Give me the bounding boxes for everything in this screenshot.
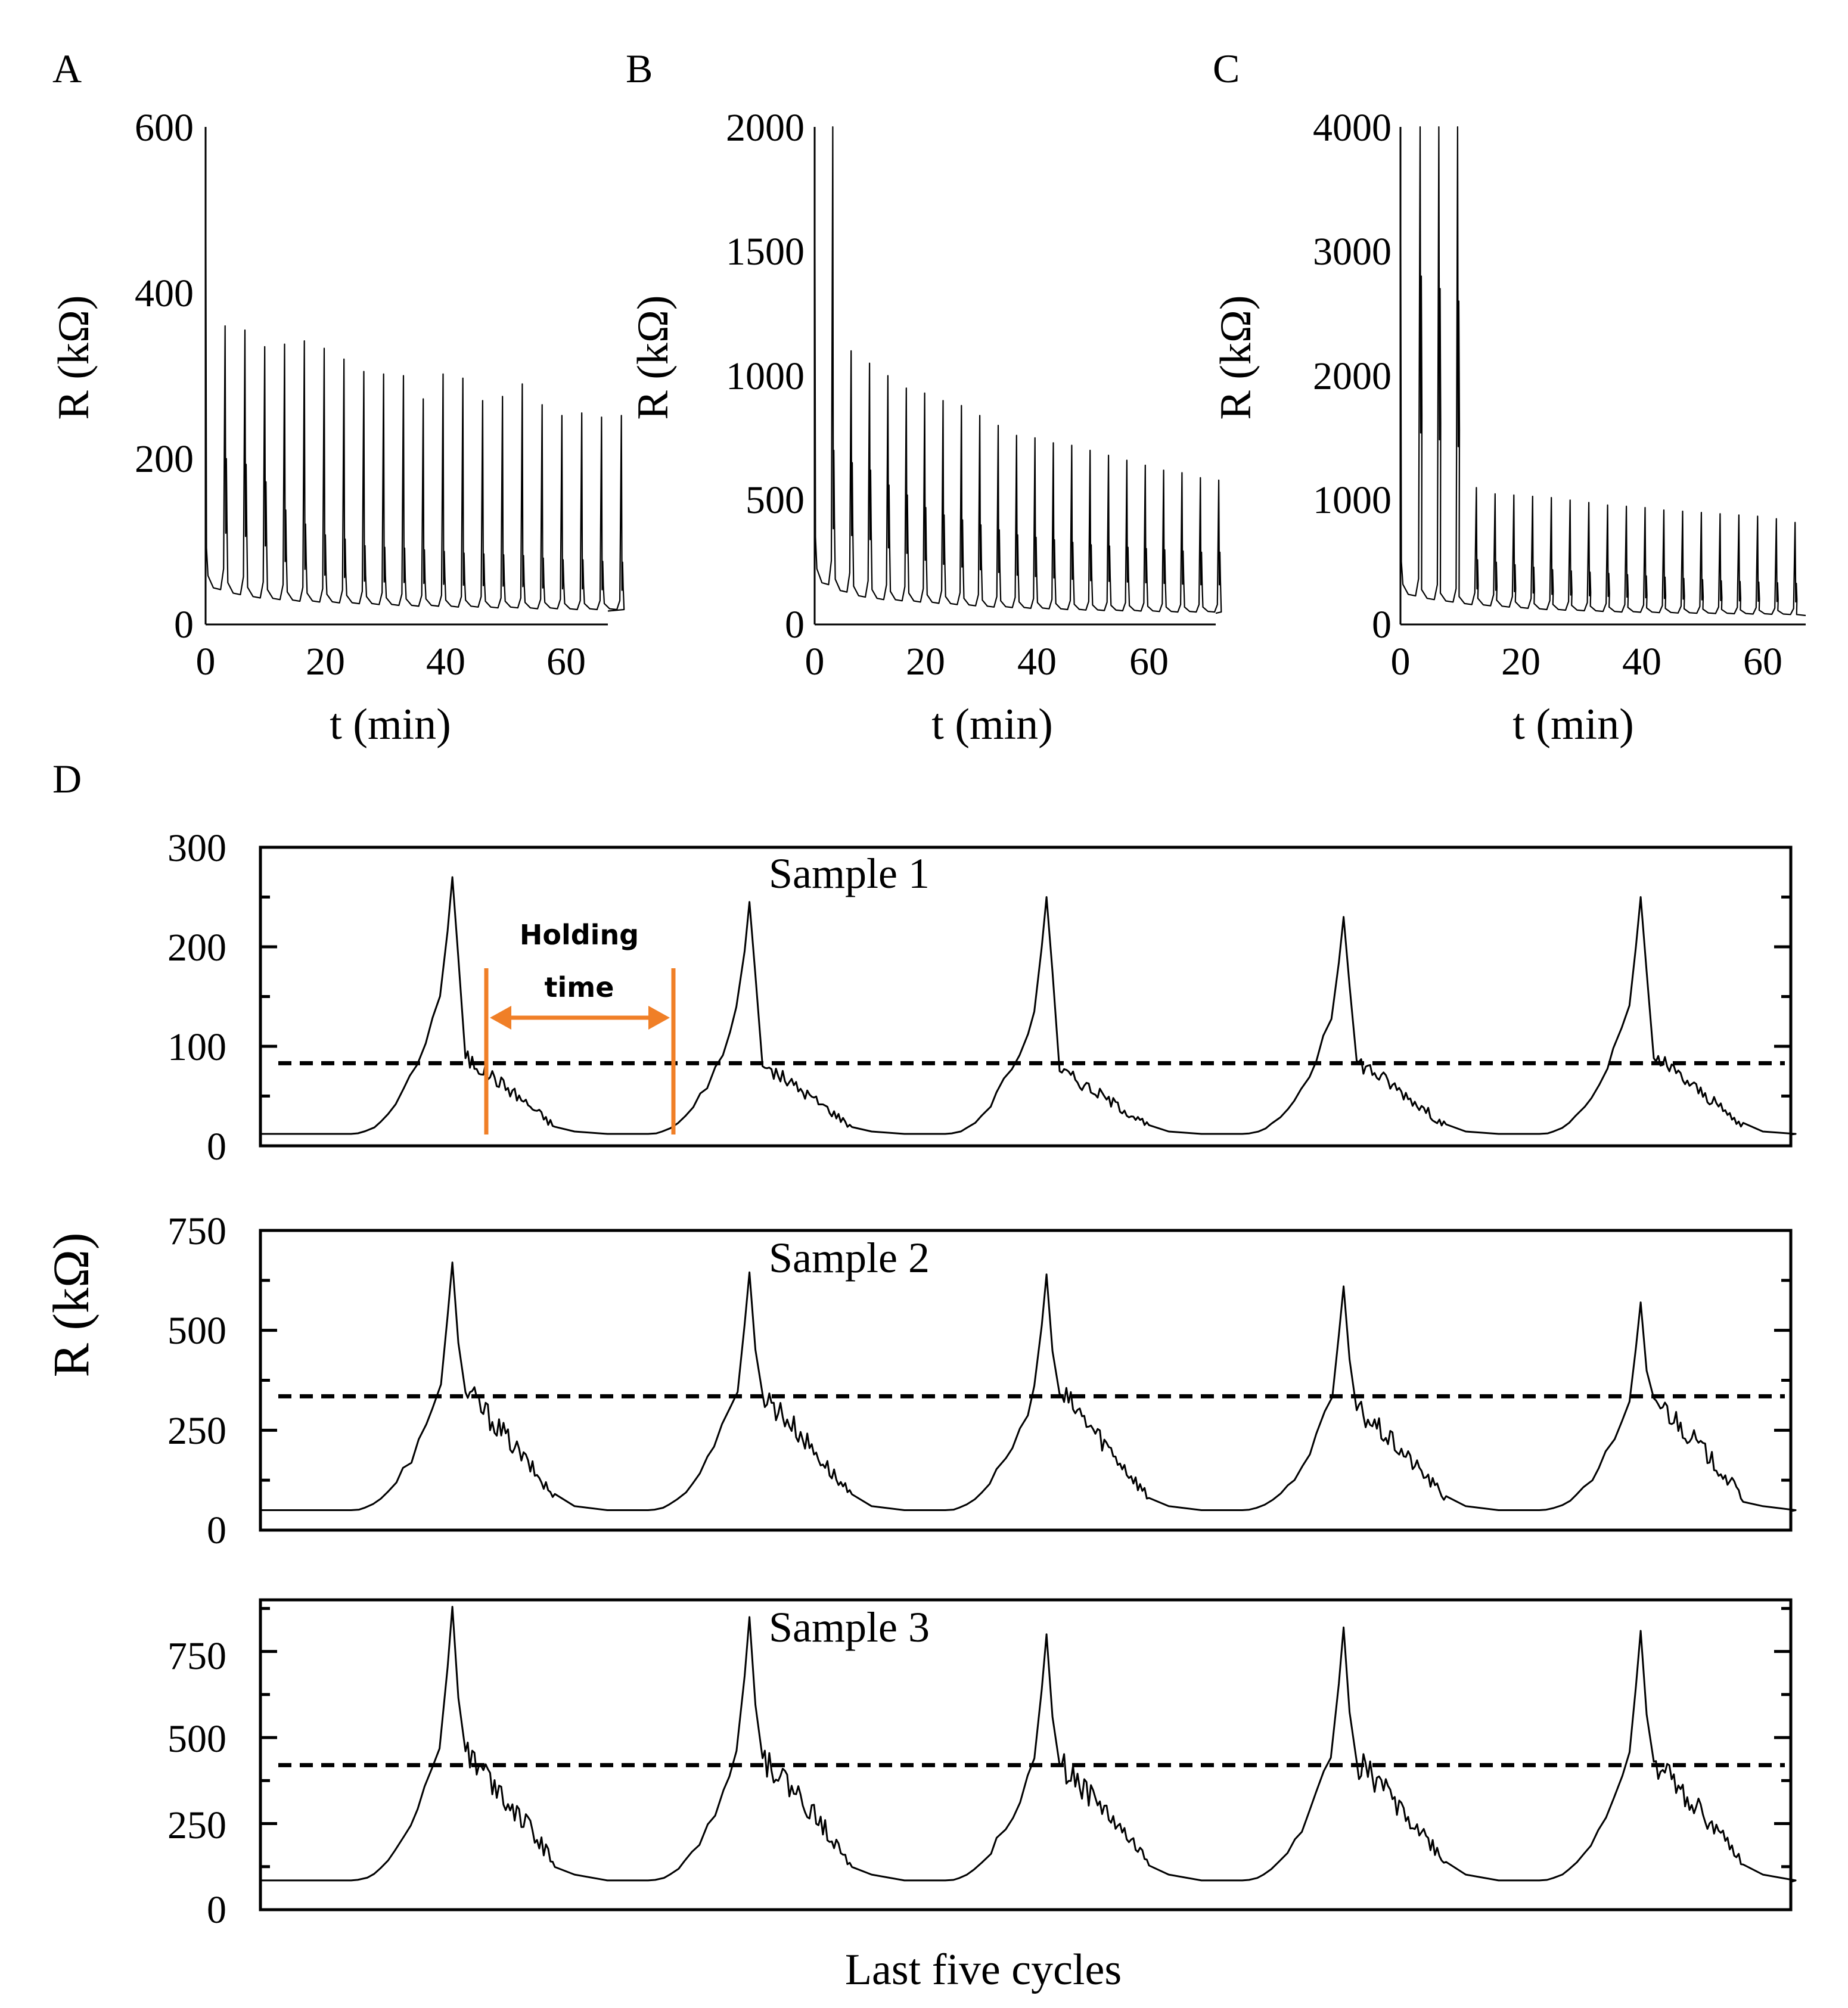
panel-b-trace xyxy=(813,126,1222,614)
sample-1-plot: 300 200 100 0 Sample 1 Holding time xyxy=(167,826,1797,1168)
panel-a-ytick-0: 0 xyxy=(174,603,194,646)
sample-3-ytick-250: 250 xyxy=(167,1804,226,1847)
sample-1-title: Sample 1 xyxy=(769,850,930,897)
panel-c-xtick-0: 0 xyxy=(1391,640,1411,683)
panel-d-x-axis-title: Last five cycles xyxy=(845,1945,1122,1994)
panel-a-xtick-20: 20 xyxy=(306,640,345,683)
panel-c-xtick-60: 60 xyxy=(1743,640,1782,683)
panel-label-b: B xyxy=(626,46,653,91)
panel-b-ytick-0: 0 xyxy=(785,603,805,646)
panel-c-ytick-1000: 1000 xyxy=(1313,478,1392,522)
holding-time-annotation: Holding time xyxy=(484,919,676,1134)
sample-3-trace xyxy=(260,1606,1797,1883)
panel-a-ytick-200: 200 xyxy=(135,437,194,481)
panel-b-xtick-40: 40 xyxy=(1017,640,1057,683)
panel-b: B 2000 1500 1000 500 0 0 20 40 60 t (min… xyxy=(626,46,1222,749)
sample-2-ytick-750: 750 xyxy=(167,1210,226,1253)
sample-1-frame xyxy=(259,846,1793,1148)
panel-d: D R (kΩ) Last five cycles 300 200 100 0 … xyxy=(42,756,1797,1994)
panel-c-x-axis-title: t (min) xyxy=(1512,700,1633,749)
sample-3-ticks xyxy=(260,1606,1791,1911)
panel-b-ytick-1500: 1500 xyxy=(726,230,805,273)
sample-2-frame xyxy=(259,1229,1793,1532)
sample-1-ytick-300: 300 xyxy=(167,826,226,870)
sample-2-ytick-500: 500 xyxy=(167,1309,226,1353)
panel-a-ytick-400: 400 xyxy=(135,272,194,315)
sample-1-trace xyxy=(260,876,1797,1136)
panel-b-ytick-500: 500 xyxy=(746,478,805,522)
panel-b-xtick-20: 20 xyxy=(906,640,945,683)
sample-1-ticks xyxy=(260,846,1791,1148)
panel-b-x-axis-title: t (min) xyxy=(931,700,1052,749)
sample-2-title: Sample 2 xyxy=(769,1234,930,1282)
sample-3-ytick-500: 500 xyxy=(167,1717,226,1761)
holding-time-arrow-right-head xyxy=(648,1006,670,1030)
panel-b-ytick-1000: 1000 xyxy=(726,355,805,398)
holding-time-arrow-left-head xyxy=(490,1006,511,1030)
panel-c-trace xyxy=(1399,126,1806,617)
panel-b-xtick-60: 60 xyxy=(1129,640,1169,683)
panel-a-ytick-600: 600 xyxy=(135,106,194,150)
sample-3-ytick-750: 750 xyxy=(167,1634,226,1678)
sample-1-ytick-200: 200 xyxy=(167,926,226,969)
panel-a-xtick-0: 0 xyxy=(196,640,216,683)
sample-3-frame xyxy=(259,1598,1793,1911)
panel-b-xtick-0: 0 xyxy=(805,640,825,683)
panel-c-xtick-40: 40 xyxy=(1622,640,1661,683)
panel-c-ytick-2000: 2000 xyxy=(1313,355,1392,398)
panel-label-d: D xyxy=(52,756,82,801)
panel-a-xtick-60: 60 xyxy=(546,640,586,683)
holding-time-label-line-2: time xyxy=(545,971,614,1003)
sample-1-ytick-100: 100 xyxy=(167,1025,226,1069)
panel-a-trace xyxy=(204,126,625,612)
panel-b-ytick-2000: 2000 xyxy=(726,106,805,150)
panel-label-c: C xyxy=(1213,46,1240,91)
sample-2-ticks xyxy=(260,1229,1791,1532)
sample-2-ytick-0: 0 xyxy=(207,1509,226,1552)
panel-c-ytick-3000: 3000 xyxy=(1313,230,1392,273)
panel-c-ytick-0: 0 xyxy=(1372,603,1392,646)
sample-2-ytick-250: 250 xyxy=(167,1409,226,1453)
sample-1-ytick-0: 0 xyxy=(207,1125,226,1168)
panel-a-xtick-40: 40 xyxy=(426,640,465,683)
panel-d-y-axis-title: R (kΩ) xyxy=(42,1232,100,1377)
panel-c-y-axis-title: R (kΩ) xyxy=(1212,295,1260,419)
sample-2-plot: 750 500 250 0 Sample 2 xyxy=(167,1210,1797,1552)
panel-c-xtick-20: 20 xyxy=(1501,640,1540,683)
panel-label-a: A xyxy=(52,46,82,91)
panel-a-x-axis-title: t (min) xyxy=(330,700,451,749)
holding-time-label-line-1: Holding xyxy=(520,919,639,951)
panel-c: C 4000 3000 2000 1000 0 0 20 40 60 t (mi… xyxy=(1212,46,1806,749)
sample-3-ytick-0: 0 xyxy=(207,1888,226,1932)
panel-a-y-axis-title: R (kΩ) xyxy=(49,295,98,419)
panel-a: A 600 400 200 0 0 20 40 60 t (min) R (kΩ… xyxy=(49,46,625,749)
sample-3-plot: 750 500 250 0 Sample 3 xyxy=(167,1598,1797,1932)
sample-3-title: Sample 3 xyxy=(769,1603,930,1651)
sample-2-trace xyxy=(260,1261,1797,1512)
panel-b-y-axis-title: R (kΩ) xyxy=(629,295,678,419)
panel-c-ytick-4000: 4000 xyxy=(1313,106,1392,150)
